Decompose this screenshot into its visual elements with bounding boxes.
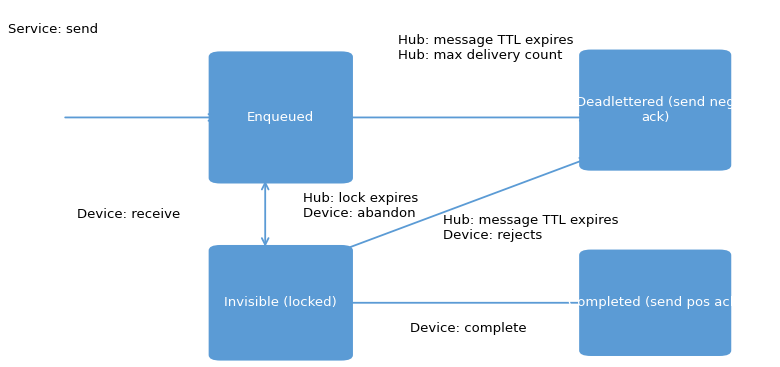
- Text: Deadlettered (send neg
ack): Deadlettered (send neg ack): [576, 96, 735, 124]
- FancyBboxPatch shape: [208, 245, 353, 360]
- Text: Hub: lock expires
Device: abandon: Hub: lock expires Device: abandon: [303, 192, 418, 219]
- Text: Invisible (locked): Invisible (locked): [225, 296, 337, 309]
- Text: Service: send: Service: send: [8, 23, 98, 36]
- Text: Device: complete: Device: complete: [410, 322, 526, 335]
- FancyBboxPatch shape: [579, 250, 732, 356]
- Text: Device: receive: Device: receive: [77, 208, 180, 221]
- Text: Enqueued: Enqueued: [247, 111, 314, 124]
- Text: Hub: message TTL expires
Hub: max delivery count: Hub: message TTL expires Hub: max delive…: [398, 34, 573, 62]
- Text: Completed (send pos ack): Completed (send pos ack): [568, 296, 743, 309]
- FancyBboxPatch shape: [208, 51, 353, 184]
- Text: Hub: message TTL expires
Device: rejects: Hub: message TTL expires Device: rejects: [443, 214, 619, 241]
- FancyBboxPatch shape: [579, 50, 732, 171]
